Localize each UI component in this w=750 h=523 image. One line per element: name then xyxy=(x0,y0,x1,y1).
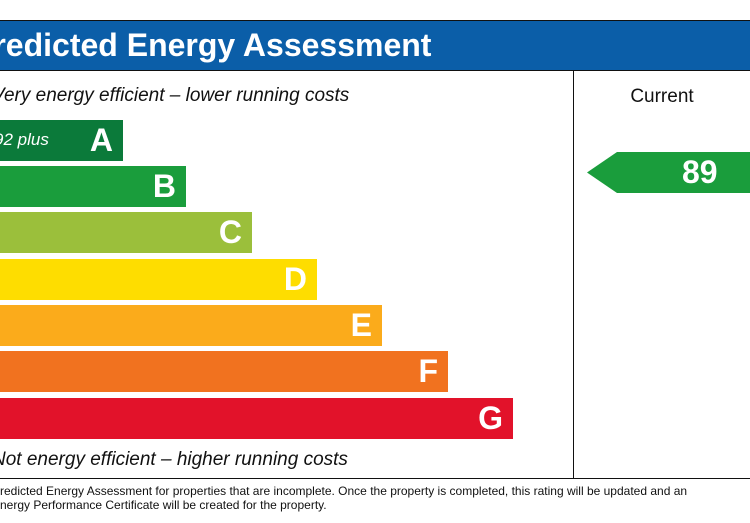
rating-band-f: F xyxy=(0,351,448,392)
rating-band-e: E xyxy=(0,305,382,346)
current-rating-arrow: 89 xyxy=(587,152,750,193)
band-range-label: 92 plus xyxy=(0,130,49,149)
current-arrow-shape xyxy=(587,152,750,193)
band-letter-label: A xyxy=(89,122,113,158)
efficient-caption: Very energy efficient – lower running co… xyxy=(0,85,350,106)
band-letter-label: D xyxy=(283,261,307,297)
band-letter-label: B xyxy=(152,168,176,204)
footnote: Predicted Energy Assessment for properti… xyxy=(0,484,687,512)
band-letter-label: C xyxy=(218,214,242,250)
column-divider xyxy=(573,71,574,479)
rating-band-d: D xyxy=(0,259,317,300)
rating-band-b: B xyxy=(0,166,186,207)
current-column-header: Current xyxy=(630,86,694,107)
current-arrow-polygon xyxy=(587,152,750,193)
footnote-line-1: Predicted Energy Assessment for properti… xyxy=(0,484,688,498)
chart-title: Predicted Energy Assessment xyxy=(0,27,432,63)
band-letter-label: E xyxy=(350,307,372,343)
rating-bands: 92 plus A B C D E F G xyxy=(0,120,513,439)
footnote-line-2: Energy Performance Certificate will be c… xyxy=(0,498,327,512)
title-bar: Predicted Energy Assessment xyxy=(0,20,750,71)
rating-band-c: C xyxy=(0,212,252,253)
band-letter-label: G xyxy=(478,400,503,436)
current-rating-value: 89 xyxy=(682,154,718,190)
band-letter-label: F xyxy=(418,353,438,389)
rating-band-g: G xyxy=(0,398,513,439)
rating-band-a: 92 plus A xyxy=(0,120,123,161)
rating-panel xyxy=(0,71,750,479)
inefficient-caption: Not energy efficient – higher running co… xyxy=(0,449,348,470)
